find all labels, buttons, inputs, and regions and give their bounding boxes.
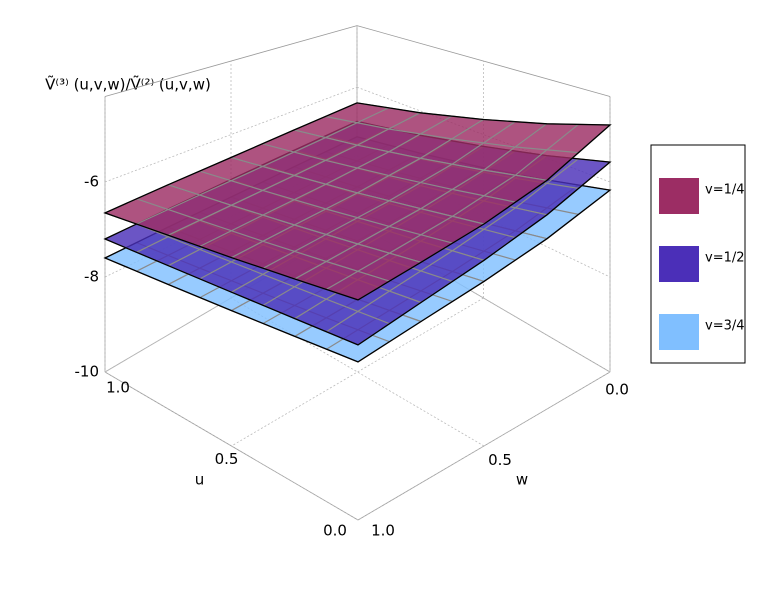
grid-line [104, 371, 359, 521]
z-axis-label: Ṽ⁽³⁾ (u,v,w)/Ṽ⁽²⁾ (u,v,w) [45, 75, 211, 94]
mesh-line [325, 115, 389, 130]
mesh-line [262, 143, 326, 161]
mesh-line [388, 128, 453, 140]
box-edge [356, 25, 611, 97]
mesh-line [388, 175, 453, 190]
mesh-line [199, 248, 264, 275]
y-tick-label: 1.0 [371, 522, 395, 540]
legend-text: v=1/4 [705, 183, 745, 198]
mesh-line [325, 159, 390, 177]
z-tick-label: -6 [84, 173, 99, 191]
mesh-line [452, 188, 516, 203]
x-tick-label: 1.0 [106, 379, 130, 397]
grid-line [357, 371, 611, 521]
x-tick-label: 0.0 [323, 522, 347, 540]
mesh-line [389, 225, 453, 244]
z-tick-label: -8 [84, 268, 99, 286]
legend-text: v=3/4 [705, 319, 745, 334]
surface-edge [103, 102, 612, 301]
legend-swatch [659, 246, 699, 282]
z-tick-label: -10 [75, 363, 100, 381]
mesh-line [136, 198, 200, 221]
grid-line [104, 223, 358, 373]
x-axis-label: u [195, 471, 205, 489]
mesh-line [199, 219, 264, 242]
x-tick-label: 0.5 [215, 450, 239, 468]
mesh-line [262, 240, 327, 263]
mesh-line [326, 260, 390, 282]
mesh-line [325, 208, 390, 227]
y-axis-label: w [516, 471, 528, 489]
grid-line [104, 86, 358, 183]
y-tick-label: 0.0 [605, 381, 629, 399]
mesh-line [262, 189, 327, 210]
grid-line [231, 297, 484, 447]
mesh-line [326, 298, 390, 325]
y-tick-label: 0.5 [488, 451, 512, 469]
mesh-line [515, 146, 579, 154]
box-edge [104, 25, 358, 97]
mesh-line [199, 170, 263, 191]
mesh-line [451, 138, 516, 148]
legend-swatch [659, 178, 699, 214]
legend-text: v=1/2 [705, 251, 745, 266]
legend-swatch [659, 314, 699, 350]
mesh-line [262, 273, 327, 300]
